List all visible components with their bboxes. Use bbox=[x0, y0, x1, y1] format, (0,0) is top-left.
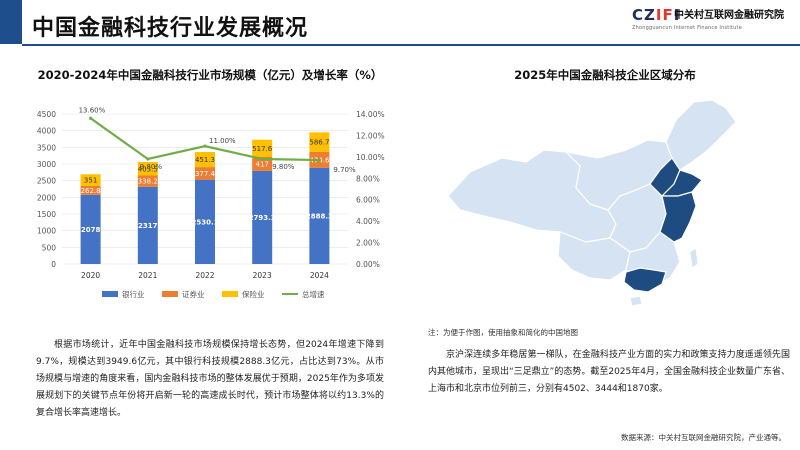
bar-segment-保险业 bbox=[309, 132, 330, 152]
growth-point bbox=[203, 144, 207, 148]
map-region-taiwan bbox=[689, 247, 699, 269]
x-tick-label: 2021 bbox=[138, 271, 157, 280]
bar-segment-保险业 bbox=[252, 139, 273, 157]
bar-segment-证券业 bbox=[195, 167, 215, 180]
y-left-tick-label: 1000 bbox=[37, 227, 56, 236]
map-region-guangdong bbox=[623, 267, 667, 293]
bar-segment-保险业 bbox=[195, 152, 215, 168]
bar-segment-保险业 bbox=[137, 162, 158, 176]
y-right-tick-label: 0.00% bbox=[356, 260, 380, 269]
y-left-tick-label: 0 bbox=[51, 260, 56, 269]
bar-data-label: 2530.1 bbox=[191, 218, 218, 226]
y-right-tick-label: 4.00% bbox=[356, 217, 380, 226]
bar-segment-银行业 bbox=[252, 170, 273, 264]
bar-segment-证券业 bbox=[252, 156, 273, 171]
bar-segment-证券业 bbox=[80, 185, 101, 195]
growth-data-label: 9.70% bbox=[333, 166, 356, 174]
y-left-tick-label: 4500 bbox=[37, 110, 56, 119]
bar-segment-银行业 bbox=[195, 179, 215, 264]
data-source-note: 数据来源：中关村互联网金融研究院，产业通等。 bbox=[621, 433, 786, 442]
bar-segment-证券业 bbox=[137, 175, 158, 187]
regional-summary-paragraph: 京沪深连续多年稳居第一梯队，在金融科技产业方面的实力和政策支持力度遥遥领先国内其… bbox=[428, 350, 790, 394]
y-left-tick-label: 500 bbox=[42, 243, 57, 252]
bar-data-label: 351 bbox=[84, 177, 97, 185]
y-left-tick-label: 2500 bbox=[37, 177, 56, 186]
legend-swatch bbox=[162, 291, 178, 297]
bar-segment-银行业 bbox=[137, 186, 158, 264]
market-size-chart: 0 500 1000 1500 2000 2500 3000 3500 4000 4500 0.00… bbox=[37, 106, 385, 299]
map-region-hainan bbox=[629, 295, 643, 307]
x-tick-label: 2022 bbox=[195, 271, 214, 280]
map-region-northeast bbox=[665, 99, 737, 171]
bar-data-label: 2078 bbox=[81, 226, 101, 234]
growth-point bbox=[89, 116, 93, 120]
y-right-tick-label: 6.00% bbox=[356, 196, 380, 205]
bar-data-label: 377.4 bbox=[195, 170, 216, 178]
y-right-tick-label: 14.00% bbox=[356, 110, 385, 119]
bar-data-label: 403.5 bbox=[138, 165, 158, 173]
bar-data-label: 451.3 bbox=[195, 156, 215, 164]
x-tick-label: 2023 bbox=[253, 271, 272, 280]
logo-english-name: Zhongguancun Internet Finance Institute bbox=[632, 25, 742, 31]
y-left-tick-label: 3000 bbox=[37, 160, 56, 169]
bar-data-label: 338.2 bbox=[138, 178, 158, 186]
map-region-yangtze-delta bbox=[659, 191, 697, 243]
bar-data-label: 586.7 bbox=[309, 139, 329, 147]
header-divider bbox=[22, 44, 800, 46]
y-left-tick-label: 3500 bbox=[37, 143, 56, 152]
header-accent-bar bbox=[0, 0, 22, 44]
legend-label: 证券业 bbox=[182, 289, 205, 299]
growth-data-label: 9.80% bbox=[140, 163, 163, 171]
map-title: 2025年中国金融科技企业区域分布 bbox=[514, 68, 696, 82]
page-title: 中国金融科技行业发展概况 bbox=[32, 16, 309, 41]
map-highlighted-regions bbox=[623, 157, 703, 307]
logo-mark: CZIFI bbox=[632, 6, 681, 24]
y-right-tick-label: 10.00% bbox=[356, 153, 385, 162]
brand-logo: CZIFI 中关村互联网金融研究院 Zhongguancun Internet … bbox=[632, 4, 792, 40]
bar-data-label: 262.8 bbox=[81, 187, 101, 195]
legend-swatch bbox=[222, 291, 238, 297]
legend-label: 保险业 bbox=[242, 289, 265, 299]
y-left-tick-label: 4000 bbox=[37, 127, 56, 136]
bar-data-label: 2888.3 bbox=[306, 212, 333, 220]
growth-point bbox=[317, 158, 321, 162]
bar-data-label: 517.6 bbox=[252, 145, 273, 153]
logo-chinese-name: 中关村互联网金融研究院 bbox=[674, 10, 784, 21]
bar-data-label: 2793.2 bbox=[249, 214, 276, 222]
y-left-tick-label: 1500 bbox=[37, 210, 56, 219]
growth-data-label: 9.80% bbox=[272, 163, 295, 171]
y-left-tick-label: 2000 bbox=[37, 193, 56, 202]
y-right-tick-label: 12.00% bbox=[356, 131, 385, 140]
bar-segment-银行业 bbox=[309, 167, 330, 264]
bar-segment-保险业 bbox=[80, 174, 101, 186]
map-footnote: 注：为便于作图，使用抽象和简化的中国地图 bbox=[428, 328, 578, 337]
legend-swatch bbox=[102, 291, 118, 297]
china-map bbox=[447, 99, 737, 307]
growth-point bbox=[146, 157, 150, 161]
legend-label: 银行业 bbox=[122, 289, 145, 299]
x-tick-label: 2024 bbox=[310, 271, 329, 280]
y-right-tick-label: 8.00% bbox=[356, 174, 380, 183]
growth-point bbox=[260, 157, 264, 161]
x-tick-label: 2020 bbox=[81, 271, 100, 280]
bar-data-label: 2317 bbox=[138, 222, 158, 230]
bar-data-label: 417 bbox=[256, 160, 269, 168]
market-summary-paragraph: 根据市场统计，近年中国金融科技市场规模保持增长态势，但2024年增速下降到9.7… bbox=[36, 340, 384, 418]
y-right-tick-label: 2.00% bbox=[356, 239, 380, 248]
bar-segment-银行业 bbox=[80, 194, 101, 264]
growth-data-label: 13.60% bbox=[79, 106, 106, 114]
legend-label: 总增速 bbox=[302, 289, 325, 299]
growth-data-label: 11.00% bbox=[209, 137, 236, 145]
chart-title: 2020-2024年中国金融科技行业市场规模（亿元）及增长率（%） bbox=[37, 68, 383, 82]
